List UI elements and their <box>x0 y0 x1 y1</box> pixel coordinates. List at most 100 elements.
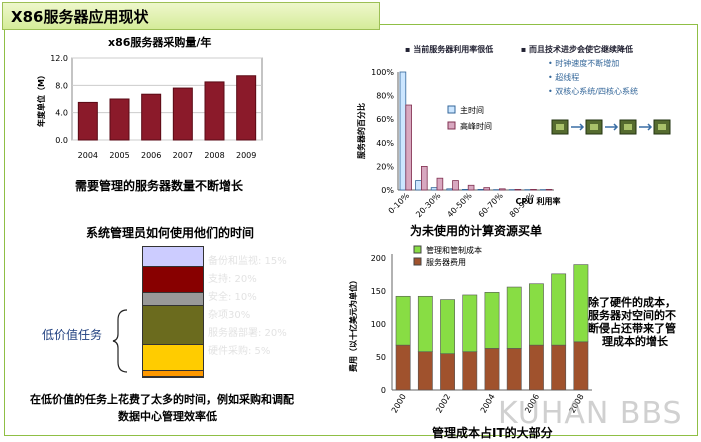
stack-segment <box>143 305 203 345</box>
bar <box>545 189 553 191</box>
caption-admin-time-1: 在低价值的任务上花费了太多的时间，例如采购和调配 <box>30 393 294 406</box>
utilization-bullets: ▪ 当前服务器利用率很低 ▪ 而且技术进步会使它继续降低 <box>405 44 633 55</box>
bar-segment <box>395 295 411 346</box>
low-value-label: 低价值任务 <box>42 328 103 342</box>
x-tick-label: 60-70% <box>477 191 505 219</box>
legend-swatch <box>447 105 456 114</box>
legend-label: 服务器费用 <box>426 257 466 267</box>
legend-label: 高峰时间 <box>460 121 492 131</box>
x-axis-label: CPU 利用率 <box>515 196 560 206</box>
bar <box>141 93 162 141</box>
stack-segment-label: 支持: 20% <box>208 274 257 285</box>
y-tick-label: 60% <box>376 115 394 124</box>
chip-core <box>590 124 598 130</box>
sub-bullet-marker: • <box>548 73 556 82</box>
legend-swatch <box>413 257 422 266</box>
chart-title-admin-time: 系统管理员如何使用他们的时间 <box>86 226 255 240</box>
bar <box>109 98 130 141</box>
x-tick-label: 2004 <box>78 151 98 160</box>
bar-segment <box>395 344 411 391</box>
x-tick-label: 40-50% <box>445 191 473 219</box>
legend-label: 管理和管制成本 <box>426 245 482 255</box>
side-text-line: 理成本的增长 <box>602 335 668 348</box>
bar-segment <box>529 283 544 346</box>
side-text-line: 服务器对空间的不 <box>588 309 676 322</box>
bar <box>452 180 459 191</box>
utilization-chart: 0%20%40%60%80%100%0-10% 20-30% 40-50% 60-70… <box>356 68 561 219</box>
stack-segment-label: 服务器部署: 20% <box>208 328 287 339</box>
y-tick-label: 0.0 <box>55 136 68 145</box>
bar-segment <box>484 348 500 391</box>
sub-bullet-marker: • <box>548 59 556 68</box>
stack-segment <box>143 247 203 267</box>
bullet-tech-progress-text: 而且技术进步会使它继续降低 <box>529 45 634 54</box>
y-tick-label: 12.0 <box>50 54 68 63</box>
chip-core <box>658 124 666 130</box>
chip-core <box>624 124 632 130</box>
bar <box>498 188 506 191</box>
x-tick-label: 2008 <box>204 151 224 160</box>
arrow <box>605 123 619 131</box>
bar-segment <box>462 351 478 391</box>
sub-bullet-hyperthreading: 超线程 <box>555 73 580 82</box>
caption-utilization: 为未使用的计算资源买单 <box>410 224 543 238</box>
bar-segment <box>529 344 544 391</box>
bar <box>436 177 444 191</box>
bar <box>514 189 522 191</box>
sub-bullet-multicore: 双核心系统/四核心系统 <box>555 87 638 96</box>
caption-cost: 管理成本占IT的大部分 <box>432 426 553 440</box>
x-tick-label: 2009 <box>236 151 256 160</box>
bar <box>530 189 537 191</box>
bar <box>467 184 475 191</box>
legend-label: 主时间 <box>460 105 484 115</box>
caption-purchases: 需要管理的服务器数量不断增长 <box>75 179 244 193</box>
x-tick-label: 2006 <box>141 151 161 160</box>
bar-segment <box>440 299 455 355</box>
bar-segment <box>417 351 433 391</box>
stack-segment <box>143 266 203 293</box>
bar <box>483 187 491 191</box>
bar-segment <box>417 295 433 353</box>
chip-core <box>556 124 564 130</box>
stack-segment-label: 硬件采购: 5% <box>208 346 271 357</box>
y-tick-label: 100% <box>371 68 394 77</box>
caption-admin-time-2: 数据中心管理效率低 <box>118 410 217 423</box>
x-tick-label: 2002 <box>434 393 452 415</box>
y-tick-label: 0% <box>381 186 394 195</box>
page-title: X86服务器应用现状 <box>2 2 380 30</box>
bar <box>204 81 225 141</box>
y-tick-label: 4.0 <box>55 109 68 118</box>
bar <box>421 166 428 191</box>
bar-segment <box>573 341 589 391</box>
y-tick-label: 50 <box>376 353 386 362</box>
bar-segment <box>484 292 500 349</box>
y-tick-label: 8.0 <box>55 81 68 90</box>
bar <box>462 189 469 191</box>
bar-segment <box>506 348 522 391</box>
arrow <box>571 123 585 131</box>
stack-segment-label: 杂项30% <box>208 310 251 321</box>
bullet-low-utilization: ▪ <box>405 45 414 54</box>
bar-segment <box>462 294 478 353</box>
plot-area <box>71 57 263 141</box>
bar <box>236 75 257 141</box>
bar-segment <box>506 286 522 349</box>
bracket-icon <box>112 309 128 373</box>
stack-segment <box>143 292 203 306</box>
sub-bullet-clock: 时钟速度不断增加 <box>555 59 620 68</box>
bar <box>405 104 412 191</box>
legend-swatch <box>447 121 456 130</box>
y-tick-label: 200 <box>371 254 386 263</box>
watermark: KUHAN BBS <box>498 396 683 431</box>
y-tick-label: 100 <box>371 320 386 329</box>
y-axis-label: 费用（以十亿美元为单位） <box>348 276 358 372</box>
bar <box>430 187 438 191</box>
arrow <box>639 123 653 131</box>
stack-segment-label: 安全: 10% <box>208 292 257 303</box>
bar-segment <box>440 353 455 391</box>
time-stack <box>142 246 204 378</box>
bar-segment <box>551 273 567 346</box>
y-axis-label: 年度单位（M） <box>36 71 46 127</box>
stack-segment <box>143 344 203 371</box>
